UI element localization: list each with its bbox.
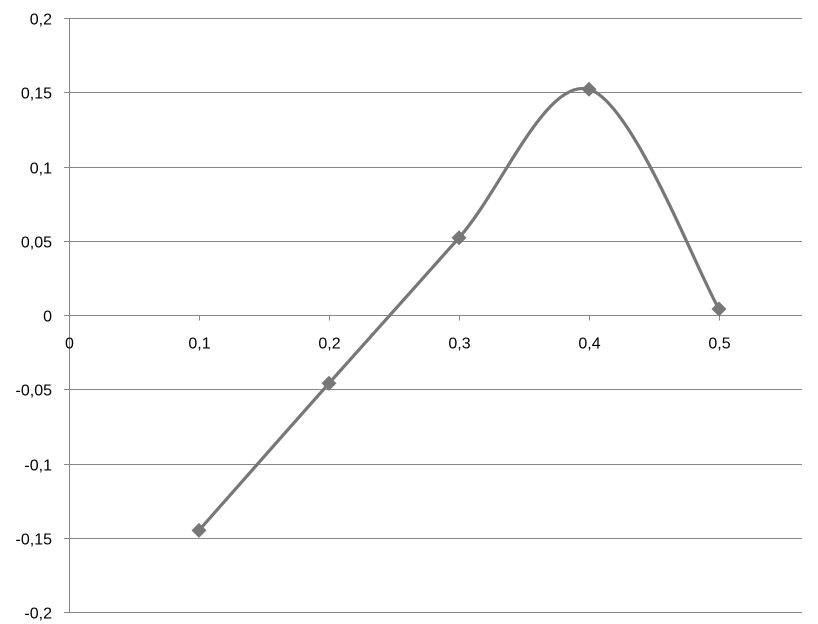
y-tick-label: -0,15 bbox=[16, 532, 53, 549]
x-tick-label: 0,4 bbox=[578, 336, 600, 353]
data-point-marker bbox=[581, 81, 597, 97]
data-point-marker bbox=[711, 301, 727, 317]
data-point-marker bbox=[321, 375, 337, 391]
y-tick-label: -0,05 bbox=[16, 383, 53, 400]
x-tick-label: 0,3 bbox=[448, 336, 470, 353]
x-tick-label: 0 bbox=[65, 336, 74, 353]
y-tick-label: 0 bbox=[43, 309, 52, 326]
data-point-marker bbox=[191, 522, 207, 538]
series-line bbox=[197, 86, 721, 532]
y-tick-label: 0,2 bbox=[30, 12, 52, 29]
data-point-marker bbox=[451, 230, 467, 246]
x-tick-label: 0,1 bbox=[188, 336, 210, 353]
y-tick-label: 0,1 bbox=[30, 161, 52, 178]
axis-layer bbox=[64, 18, 802, 612]
series-layer bbox=[191, 81, 727, 538]
x-tick-label: 0,5 bbox=[708, 336, 730, 353]
x-tick-label: 0,2 bbox=[318, 336, 340, 353]
y-tick-label: 0,05 bbox=[21, 235, 52, 252]
y-tick-label: -0,2 bbox=[24, 606, 52, 623]
grid-layer bbox=[64, 18, 802, 613]
x-tick-labels: 0 0,1 0,2 0,3 0,4 0,5 bbox=[65, 336, 731, 353]
y-tick-labels: 0,2 0,15 0,1 0,05 0 -0,05 -0,1 -0,15 -0,2 bbox=[16, 12, 53, 623]
y-tick-label: -0,1 bbox=[24, 458, 52, 475]
y-tick-label: 0,15 bbox=[21, 86, 52, 103]
